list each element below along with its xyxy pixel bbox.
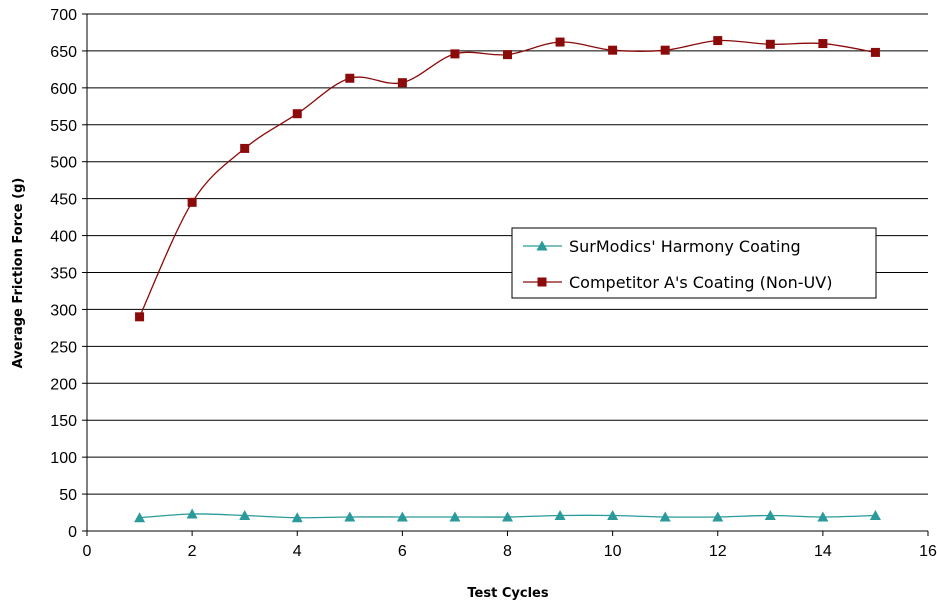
y-tick-label-650: 650 [50, 44, 77, 61]
series-1-point-10 [607, 509, 619, 520]
series-1-point-1 [134, 512, 146, 523]
series-2-point-9 [555, 37, 565, 47]
y-tick-label-50: 50 [59, 487, 77, 504]
y-tick-label-550: 550 [50, 118, 77, 135]
y-tick-label-350: 350 [50, 266, 77, 283]
x-tick-label-6: 6 [398, 543, 407, 560]
series-1 [134, 508, 881, 523]
y-axis-ticks: 0 50 100 150 200 250 300 350 400 450 500 550 600 650 7… [50, 7, 87, 541]
series-2-point-15 [870, 47, 880, 57]
series-2 [135, 36, 880, 322]
series-1-point-9 [554, 509, 566, 520]
series-2-point-6 [397, 78, 407, 88]
x-tick-label-16: 16 [919, 543, 937, 560]
series-1-point-3 [239, 509, 251, 520]
y-tick-label-400: 400 [50, 229, 77, 246]
legend-label-2: Competitor A's Coating (Non-UV) [569, 273, 832, 292]
x-tick-label-0: 0 [83, 543, 92, 560]
y-tick-label-0: 0 [68, 524, 77, 541]
series-2-point-13 [765, 39, 775, 49]
series-2-point-3 [240, 143, 250, 153]
x-tick-label-2: 2 [188, 543, 197, 560]
series-2-point-2 [187, 197, 197, 207]
series-1-point-5 [344, 511, 356, 522]
y-tick-label-100: 100 [50, 450, 77, 467]
x-tick-label-8: 8 [503, 543, 512, 560]
series-1-point-6 [396, 511, 408, 522]
legend-label-1: SurModics' Harmony Coating [569, 237, 801, 256]
series-1-point-15 [869, 509, 881, 520]
series-2-point-4 [292, 109, 302, 119]
series-2-point-7 [450, 49, 460, 59]
series-1-point-11 [659, 511, 671, 522]
legend: SurModics' Harmony Coating Competitor A's… [511, 227, 877, 299]
x-axis-title: Test Cycles [467, 586, 548, 601]
series-2-point-5 [345, 73, 355, 83]
series-1-point-13 [764, 509, 776, 520]
x-tick-label-4: 4 [293, 543, 302, 560]
x-tick-label-12: 12 [709, 543, 727, 560]
series-1-point-4 [291, 512, 303, 523]
series-2-point-14 [818, 39, 828, 49]
series-1-point-8 [502, 511, 513, 522]
y-tick-label-150: 150 [50, 413, 77, 430]
series-2-point-8 [503, 50, 512, 60]
series-2-point-10 [608, 45, 618, 55]
y-tick-label-450: 450 [50, 192, 77, 209]
series-2-point-1 [135, 312, 145, 322]
x-axis-ticks: 0 2 4 6 8 10 12 14 16 [83, 531, 937, 560]
series-1-point-2 [186, 508, 198, 519]
x-tick-label-14: 14 [814, 543, 832, 560]
legend-box [511, 227, 877, 299]
series-1-point-14 [817, 511, 829, 522]
y-tick-label-500: 500 [50, 155, 77, 172]
y-tick-label-700: 700 [50, 7, 77, 24]
series-1-point-7 [449, 511, 461, 522]
legend-marker-2 [537, 277, 547, 287]
legend-marker-1 [536, 240, 548, 251]
y-tick-label-200: 200 [50, 376, 77, 393]
y-axis-title: Average Friction Force (g) [11, 178, 26, 369]
series-2-point-11 [660, 45, 670, 55]
series-1-point-12 [712, 511, 724, 522]
y-tick-label-250: 250 [50, 339, 77, 356]
y-tick-label-300: 300 [50, 302, 77, 319]
series-layer [134, 36, 881, 523]
y-tick-label-600: 600 [50, 81, 77, 98]
series-2-point-12 [713, 36, 723, 46]
x-tick-label-10: 10 [604, 543, 622, 560]
